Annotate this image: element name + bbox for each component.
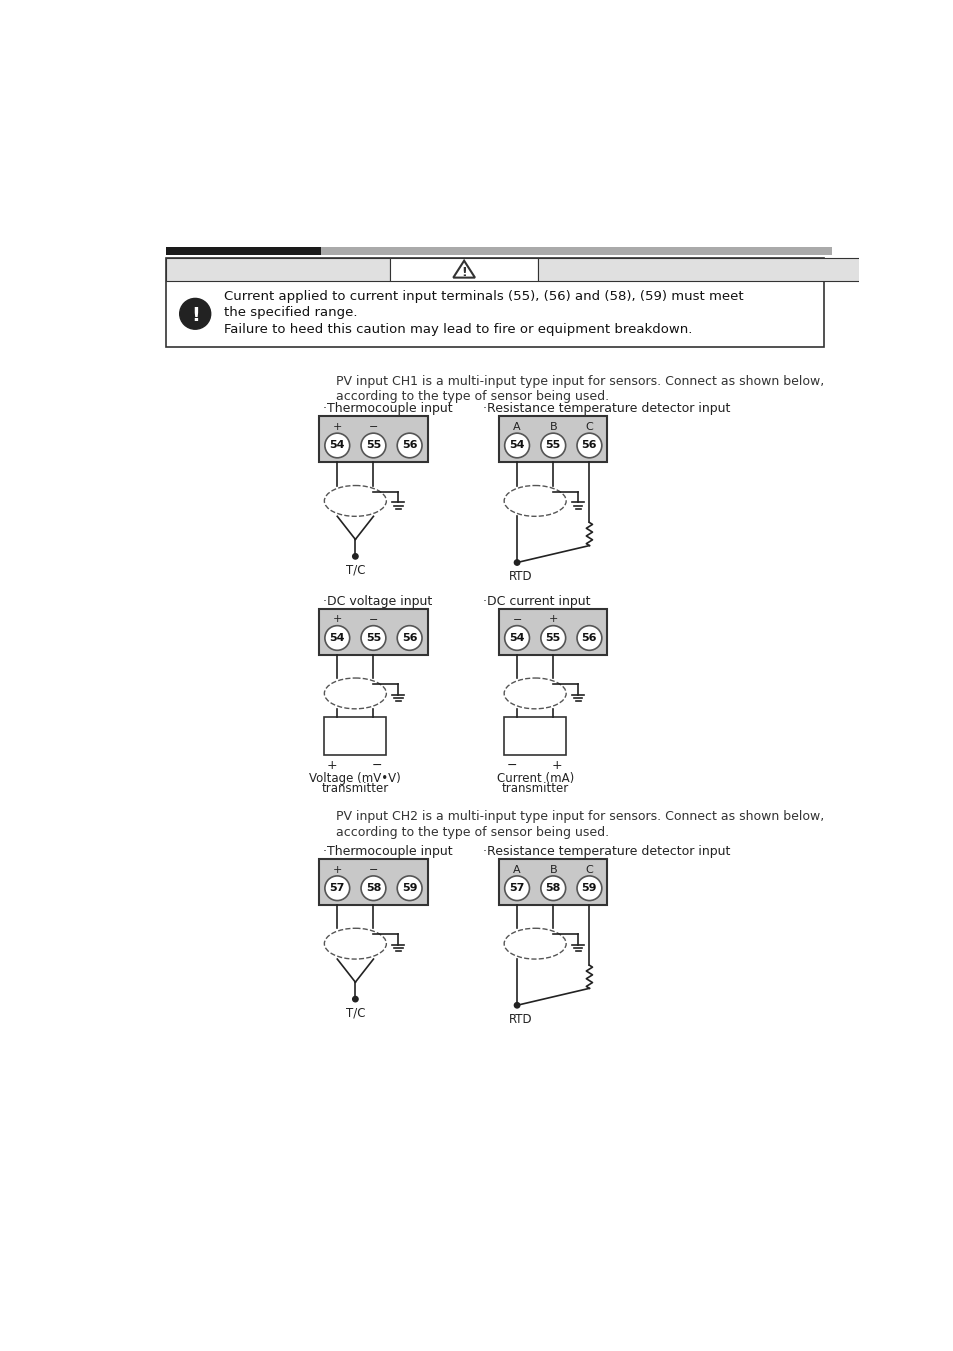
- Text: 55: 55: [365, 634, 380, 643]
- Circle shape: [325, 434, 350, 458]
- Text: −: −: [369, 615, 377, 624]
- Text: Current (mA): Current (mA): [496, 771, 573, 785]
- Bar: [537, 258, 870, 281]
- Text: RTD: RTD: [509, 1013, 532, 1025]
- Text: −: −: [512, 615, 521, 624]
- Text: 56: 56: [401, 634, 416, 643]
- Bar: [503, 716, 565, 755]
- FancyBboxPatch shape: [166, 258, 823, 347]
- Text: −: −: [369, 865, 377, 874]
- Text: 59: 59: [401, 884, 416, 893]
- Text: ·Thermocouple input: ·Thermocouple input: [323, 844, 453, 858]
- Circle shape: [577, 434, 601, 458]
- Text: +: +: [333, 422, 341, 432]
- Text: ·Thermocouple input: ·Thermocouple input: [323, 403, 453, 415]
- Text: 56: 56: [401, 440, 416, 450]
- Text: T/C: T/C: [345, 1006, 365, 1020]
- Circle shape: [540, 434, 565, 458]
- Text: 55: 55: [365, 440, 380, 450]
- FancyBboxPatch shape: [498, 859, 607, 905]
- Text: 57: 57: [329, 884, 345, 893]
- Text: B: B: [549, 865, 557, 874]
- Circle shape: [396, 626, 421, 650]
- FancyBboxPatch shape: [319, 859, 427, 905]
- Text: −: −: [372, 759, 382, 773]
- Text: −: −: [506, 759, 517, 773]
- Text: 59: 59: [581, 884, 597, 893]
- Circle shape: [179, 299, 211, 330]
- Text: 56: 56: [581, 440, 597, 450]
- Text: 55: 55: [545, 634, 560, 643]
- Bar: [320, 247, 831, 254]
- Text: A: A: [513, 865, 520, 874]
- Text: Voltage (mV•V): Voltage (mV•V): [309, 771, 401, 785]
- Circle shape: [396, 434, 421, 458]
- Text: C: C: [585, 422, 593, 432]
- Circle shape: [504, 434, 529, 458]
- Circle shape: [504, 875, 529, 901]
- Text: ·DC current input: ·DC current input: [483, 594, 590, 608]
- Circle shape: [360, 875, 385, 901]
- Text: 54: 54: [509, 634, 524, 643]
- Text: ·Resistance temperature detector input: ·Resistance temperature detector input: [483, 403, 730, 415]
- Text: transmitter: transmitter: [501, 782, 568, 796]
- Text: Current applied to current input terminals (55), (56) and (58), (59) must meet: Current applied to current input termina…: [224, 290, 742, 304]
- Text: 58: 58: [545, 884, 560, 893]
- FancyBboxPatch shape: [319, 609, 427, 655]
- Text: +: +: [548, 615, 558, 624]
- Bar: [324, 716, 386, 755]
- Text: 56: 56: [581, 634, 597, 643]
- Text: according to the type of sensor being used.: according to the type of sensor being us…: [335, 390, 609, 404]
- Text: PV input CH2 is a multi-input type input for sensors. Connect as shown below,: PV input CH2 is a multi-input type input…: [335, 811, 823, 823]
- Circle shape: [325, 875, 350, 901]
- Circle shape: [514, 1002, 519, 1008]
- Bar: [390, 258, 537, 281]
- Circle shape: [360, 626, 385, 650]
- Text: A: A: [513, 422, 520, 432]
- Text: ·Resistance temperature detector input: ·Resistance temperature detector input: [483, 844, 730, 858]
- Text: B: B: [549, 422, 557, 432]
- Text: +: +: [333, 615, 341, 624]
- Text: 58: 58: [365, 884, 381, 893]
- Text: ·DC voltage input: ·DC voltage input: [323, 594, 432, 608]
- FancyBboxPatch shape: [498, 416, 607, 462]
- Text: the specified range.: the specified range.: [224, 305, 357, 319]
- Circle shape: [325, 626, 350, 650]
- Bar: [166, 258, 390, 281]
- Circle shape: [514, 559, 519, 565]
- Text: 54: 54: [509, 440, 524, 450]
- Text: 57: 57: [509, 884, 524, 893]
- Circle shape: [577, 875, 601, 901]
- Circle shape: [540, 875, 565, 901]
- Text: 54: 54: [329, 634, 345, 643]
- Circle shape: [577, 626, 601, 650]
- Circle shape: [360, 434, 385, 458]
- Text: T/C: T/C: [345, 563, 365, 577]
- Circle shape: [353, 997, 357, 1002]
- Text: C: C: [585, 865, 593, 874]
- Text: according to the type of sensor being used.: according to the type of sensor being us…: [335, 825, 609, 839]
- Text: 55: 55: [545, 440, 560, 450]
- Bar: [166, 247, 320, 254]
- Text: transmitter: transmitter: [321, 782, 389, 796]
- Text: Failure to heed this caution may lead to fire or equipment breakdown.: Failure to heed this caution may lead to…: [224, 323, 692, 335]
- Text: !: !: [460, 266, 467, 278]
- FancyBboxPatch shape: [319, 416, 427, 462]
- Text: PV input CH1 is a multi-input type input for sensors. Connect as shown below,: PV input CH1 is a multi-input type input…: [335, 376, 823, 388]
- Circle shape: [353, 554, 357, 559]
- FancyBboxPatch shape: [498, 609, 607, 655]
- Text: !: !: [191, 305, 199, 324]
- Circle shape: [504, 626, 529, 650]
- Text: −: −: [369, 422, 377, 432]
- Text: +: +: [327, 759, 337, 773]
- Circle shape: [396, 875, 421, 901]
- Text: +: +: [333, 865, 341, 874]
- Text: 54: 54: [329, 440, 345, 450]
- Text: +: +: [551, 759, 561, 773]
- Circle shape: [540, 626, 565, 650]
- Text: RTD: RTD: [509, 570, 532, 582]
